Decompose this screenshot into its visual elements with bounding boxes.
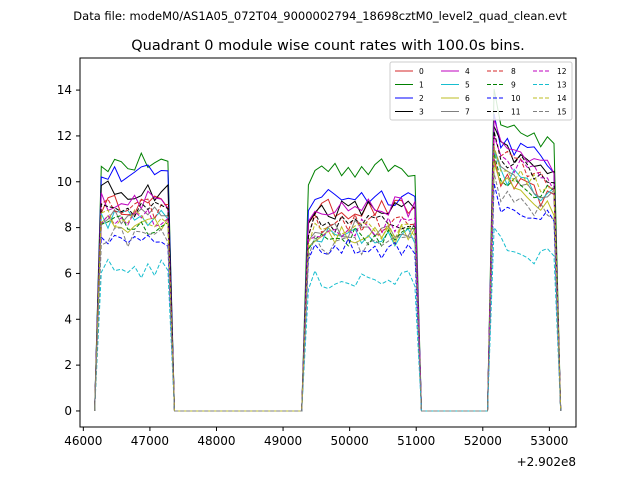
x-tick-label: 48000 (197, 434, 235, 448)
legend-label: 9 (511, 81, 516, 90)
x-tick-label: 47000 (131, 434, 169, 448)
x-tick-label: 46000 (64, 434, 102, 448)
chart-title: Quadrant 0 module wise count rates with … (131, 38, 525, 54)
legend-label: 10 (511, 94, 521, 103)
legend-label: 15 (557, 108, 567, 117)
legend-label: 11 (511, 108, 521, 117)
x-tick-label: 51000 (397, 434, 435, 448)
legend-label: 0 (419, 67, 424, 76)
x-axis: 46000 47000 48000 49000 50000 51000 52000 53000 (64, 427, 568, 448)
legend-label: 2 (419, 94, 424, 103)
plot-lines (94, 89, 562, 412)
x-tick-label: 52000 (464, 434, 502, 448)
legend-box (389, 61, 573, 121)
y-axis: 0 2 4 6 8 10 12 14 (57, 83, 80, 418)
y-tick-label: 10 (57, 175, 72, 189)
legend-label: 3 (419, 108, 424, 117)
x-tick-label: 50000 (331, 434, 369, 448)
y-tick-label: 14 (57, 83, 72, 97)
legend-label: 14 (557, 94, 567, 103)
legend-label: 5 (465, 81, 470, 90)
series-line-15 (94, 173, 562, 412)
y-tick-label: 12 (57, 129, 72, 143)
plot-area-frame (79, 57, 577, 428)
legend-label: 4 (465, 67, 470, 76)
y-tick-label: 2 (64, 358, 72, 372)
legend-label: 7 (465, 108, 470, 117)
legend-label: 8 (511, 67, 516, 76)
x-tick-label: 49000 (264, 434, 302, 448)
chart-suptitle: Data file: modeM0/AS1A05_072T04_90000027… (73, 9, 567, 23)
legend-label: 1 (419, 81, 424, 90)
y-tick-label: 6 (64, 266, 72, 280)
x-tick-label: 53000 (530, 434, 568, 448)
legend-label: 6 (465, 94, 470, 103)
legend-label: 12 (557, 67, 567, 76)
y-tick-label: 8 (64, 221, 72, 235)
y-tick-label: 4 (64, 312, 72, 326)
y-tick-label: 0 (64, 404, 72, 418)
x-axis-offset-label: +2.902e8 (517, 455, 576, 469)
legend-label: 13 (557, 81, 567, 90)
